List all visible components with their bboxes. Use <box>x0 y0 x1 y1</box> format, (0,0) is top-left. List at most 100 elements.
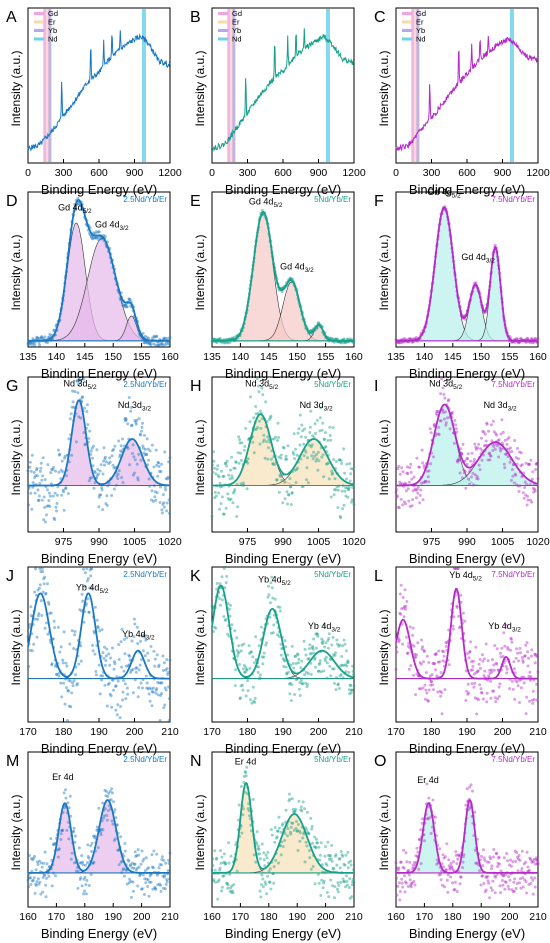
data-point <box>125 305 129 309</box>
data-point <box>83 584 87 588</box>
data-point <box>421 686 425 690</box>
data-point <box>311 647 315 651</box>
data-point <box>314 459 318 463</box>
data-point <box>218 868 222 872</box>
x-tick-label: 140 <box>48 351 66 363</box>
data-point <box>339 880 343 884</box>
data-point <box>418 837 422 841</box>
data-point <box>245 668 249 672</box>
legend-label: Gd <box>416 9 426 18</box>
data-point <box>77 662 81 666</box>
data-point <box>230 476 234 480</box>
data-point <box>119 860 123 864</box>
data-point <box>241 667 245 671</box>
data-point <box>400 881 404 885</box>
data-point <box>329 857 333 861</box>
data-point <box>132 866 136 870</box>
data-point <box>535 698 539 702</box>
data-point <box>344 853 348 857</box>
data-point <box>303 860 307 864</box>
data-point <box>212 459 216 463</box>
data-point <box>90 841 94 845</box>
data-point <box>112 660 116 664</box>
data-point <box>111 822 115 826</box>
data-point <box>239 696 242 700</box>
data-point <box>509 864 513 868</box>
peak-label: Yb 4d5/2 <box>76 582 109 595</box>
data-point <box>28 876 32 880</box>
data-point <box>473 473 477 477</box>
data-point <box>520 656 524 660</box>
data-point <box>512 667 516 671</box>
data-point <box>318 659 322 663</box>
data-point <box>146 341 150 344</box>
data-point <box>439 419 443 423</box>
data-point <box>44 591 48 595</box>
data-point <box>154 688 158 692</box>
data-point <box>495 852 499 855</box>
data-point <box>286 653 289 657</box>
element-band <box>416 9 420 162</box>
data-point <box>89 574 93 578</box>
data-point <box>325 676 329 680</box>
data-point <box>534 652 538 656</box>
data-point <box>134 666 138 670</box>
data-point <box>57 847 61 851</box>
data-point <box>236 652 240 655</box>
data-point <box>110 454 114 458</box>
data-point <box>80 609 84 613</box>
data-point <box>115 474 119 478</box>
data-point <box>155 653 159 657</box>
data-point <box>163 686 167 690</box>
data-point <box>523 480 527 484</box>
data-point <box>125 882 129 886</box>
data-point <box>168 456 172 460</box>
data-point <box>270 833 274 837</box>
data-point <box>482 444 486 448</box>
data-point <box>410 881 414 885</box>
data-point <box>97 663 101 667</box>
data-point <box>279 642 283 646</box>
data-point <box>308 856 312 860</box>
data-point <box>28 623 32 626</box>
data-point <box>500 873 504 877</box>
x-axis-label: Binding Energy (eV) <box>41 926 157 941</box>
data-point <box>322 879 326 883</box>
data-point <box>323 438 327 441</box>
data-point <box>163 887 167 891</box>
data-point <box>117 439 121 443</box>
data-point <box>444 421 448 425</box>
data-point <box>273 840 277 844</box>
legend-label: Yb <box>48 26 57 35</box>
fitted-component <box>28 238 170 342</box>
data-point <box>459 875 463 879</box>
data-point <box>56 485 60 489</box>
x-tick-label: 170 <box>416 911 434 923</box>
data-point <box>471 659 475 663</box>
y-axis-label: Intensity (a.u.) <box>9 794 23 870</box>
data-point <box>273 597 277 601</box>
data-point <box>225 882 229 885</box>
data-point <box>96 846 100 850</box>
data-point <box>336 881 340 885</box>
data-point <box>117 658 121 661</box>
data-point <box>33 617 37 621</box>
data-point <box>65 828 69 832</box>
data-point <box>144 856 148 860</box>
data-point <box>403 481 407 485</box>
data-point <box>346 850 350 854</box>
data-point <box>481 429 485 433</box>
data-point <box>138 663 142 667</box>
data-point <box>71 389 75 393</box>
data-point <box>332 866 336 870</box>
data-point <box>75 379 79 382</box>
data-point <box>100 237 103 241</box>
data-point <box>211 857 214 861</box>
data-point <box>443 410 447 414</box>
x-tick-label: 0 <box>209 167 215 179</box>
data-point <box>103 457 107 461</box>
data-point <box>313 454 317 458</box>
data-point <box>271 872 275 876</box>
data-point <box>315 632 319 636</box>
